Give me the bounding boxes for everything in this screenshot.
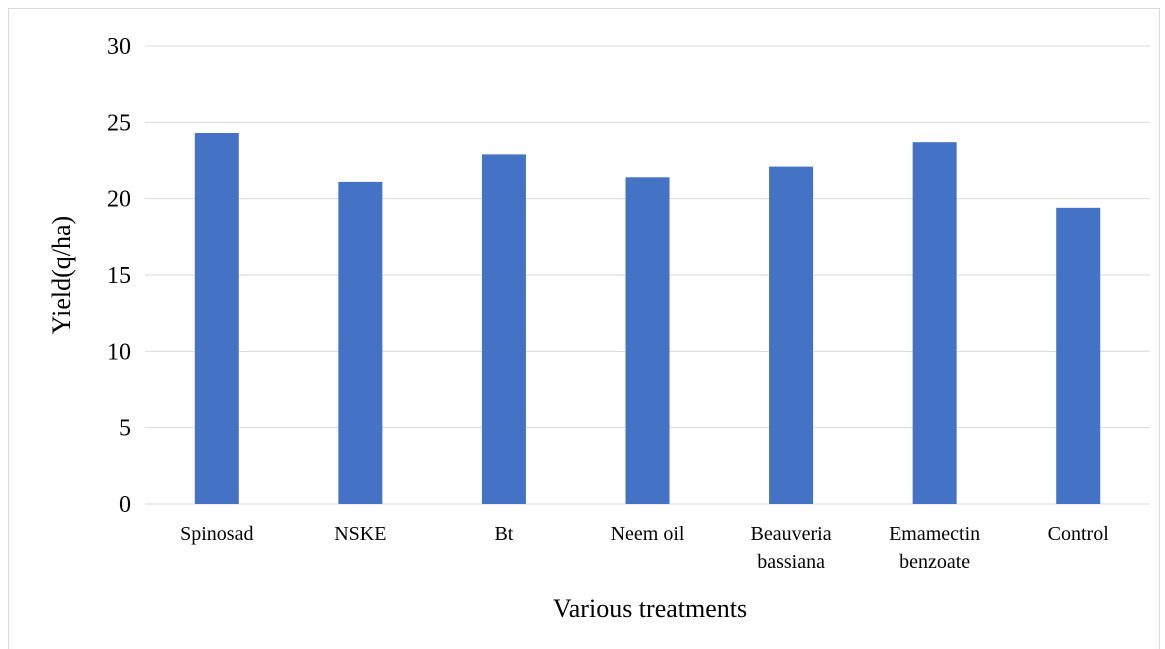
chart-frame [8,8,1160,649]
x-tick-label: Beauveria bassiana [751,523,832,573]
x-tick-labels: Spinosad NSKE Bt Neem oil Beauveria bassiana E… [180,523,1109,573]
x-tick-label-line: Beauveria [751,523,832,545]
x-tick-label-line: Emamectin [889,523,980,545]
x-tick-label-line: Control [1048,523,1110,545]
bar [769,166,814,504]
bar [1056,207,1101,504]
bar [338,181,383,504]
y-tick-label: 20 [107,187,131,213]
x-tick-label: Spinosad [180,523,253,545]
x-tick-label: Emamectin benzoate [889,523,980,573]
bar [625,177,670,504]
x-tick-label: Neem oil [611,523,685,545]
x-tick-label-line: NSKE [334,523,386,545]
y-tick-labels: 0 5 10 15 20 25 30 [107,34,131,518]
x-tick-label: Bt [494,523,513,545]
x-tick-label-line: Neem oil [611,523,685,545]
y-tick-label: 15 [107,263,131,289]
x-tick-label-line: bassiana [757,551,825,573]
x-tick-label: Control [1048,523,1110,545]
bar [912,142,957,504]
x-axis-title: Various treatments [553,594,747,623]
y-tick-label: 25 [107,110,131,136]
bar [194,133,239,504]
x-tick-label: NSKE [334,523,386,545]
x-tick-label-line: Bt [494,523,513,545]
x-tick-label-line: Spinosad [180,523,253,545]
y-tick-label: 0 [119,492,131,518]
y-tick-label: 5 [119,416,131,442]
y-axis-title: Yield(q/ha) [47,216,76,334]
y-tick-label: 10 [107,339,131,365]
bar [481,154,526,505]
y-tick-label: 30 [107,34,131,60]
bars [194,133,1101,505]
x-tick-label-line: benzoate [899,551,970,573]
